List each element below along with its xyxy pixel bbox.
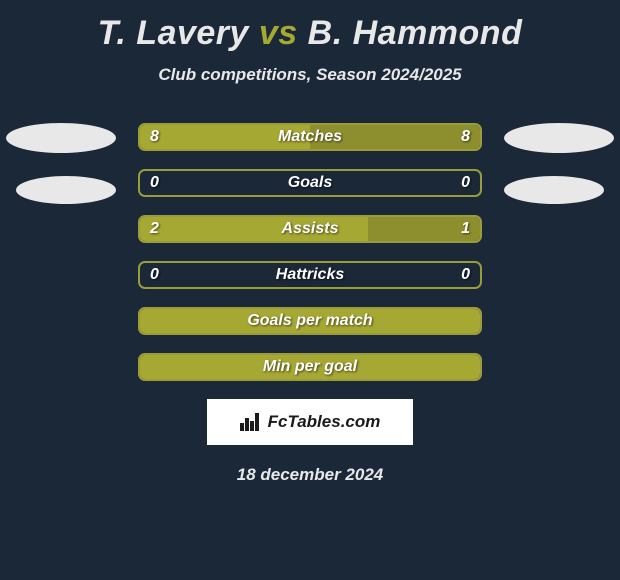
stat-value-right: 0 (461, 266, 470, 284)
stat-label: Min per goal (263, 358, 357, 376)
stat-label: Assists (282, 220, 339, 238)
stat-row: Goals 0 0 (0, 169, 620, 197)
logo-box: FcTables.com (207, 399, 413, 445)
stat-row: Matches 8 8 (0, 123, 620, 151)
stat-bar-track: Hattricks (138, 261, 482, 289)
stat-label: Matches (278, 128, 342, 146)
stat-label: Goals (288, 174, 332, 192)
stat-value-right: 1 (461, 220, 470, 238)
stat-bar-track: Min per goal (138, 353, 482, 381)
stat-label: Hattricks (276, 266, 344, 284)
stat-value-left: 2 (150, 220, 159, 238)
stat-value-right: 0 (461, 174, 470, 192)
stat-bar-track: Matches (138, 123, 482, 151)
subtitle: Club competitions, Season 2024/2025 (0, 65, 620, 85)
stats-container: Matches88Goals00Assists21Hattricks00Goal… (0, 123, 620, 381)
logo-text: FcTables.com (268, 412, 381, 432)
stat-value-right: 8 (461, 128, 470, 146)
stat-value-left: 0 (150, 266, 159, 284)
stat-bar-track: Goals (138, 169, 482, 197)
stat-value-left: 8 (150, 128, 159, 146)
stat-label: Goals per match (247, 312, 372, 330)
player1-name: T. Lavery (98, 14, 249, 52)
player2-name: B. Hammond (308, 14, 523, 52)
date-label: 18 december 2024 (0, 465, 620, 485)
vs-separator: vs (249, 14, 308, 52)
stat-row: Assists 2 1 (0, 215, 620, 243)
comparison-title: T. Lavery vs B. Hammond (0, 0, 620, 53)
stat-bar-track: Assists (138, 215, 482, 243)
stat-bar-track: Goals per match (138, 307, 482, 335)
stat-row: Goals per match (0, 307, 620, 335)
stat-row: Hattricks 0 0 (0, 261, 620, 289)
stat-value-left: 0 (150, 174, 159, 192)
bars-icon (240, 413, 262, 431)
stat-row: Min per goal (0, 353, 620, 381)
